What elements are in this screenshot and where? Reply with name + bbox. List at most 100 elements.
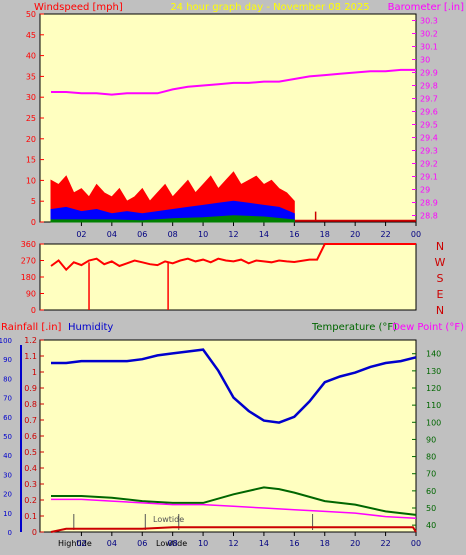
temperature-y-tick-label: 80 — [426, 453, 436, 462]
lower-x-tick-label: 20 — [350, 539, 360, 548]
barometer-y-tick-label: 30.1 — [420, 43, 438, 52]
rain-y-tick-label: 0.6 — [24, 432, 37, 441]
wind-direction-line — [50, 243, 416, 272]
wind-y-tick-label: 40 — [26, 52, 36, 61]
humidity-y-tick-label: 80 — [3, 375, 12, 383]
temperature-y-tick-label: 40 — [426, 521, 436, 530]
dewpoint-line — [51, 498, 417, 520]
lower-x-tick-label: 08 — [168, 539, 178, 548]
rain-y-tick-label: 0.4 — [24, 464, 37, 473]
barometer-y-tick-label: 29.3 — [420, 147, 438, 156]
rain-y-tick-label: 0 — [32, 528, 37, 537]
rain-humidity-temperature-plot-area — [39, 339, 417, 533]
temperature-y-tick-label: 90 — [426, 435, 436, 444]
wind-x-tick-label: 06 — [137, 230, 147, 239]
wind-x-tick-label: 16 — [289, 230, 299, 239]
direction-label-e: E — [437, 288, 444, 301]
wind-y-tick-label: 35 — [26, 72, 36, 81]
tide-label-lowtide-2: Lowtide — [156, 539, 187, 548]
lower-x-tick-label: 22 — [380, 539, 390, 548]
humidity-y-tick-label: 10 — [3, 510, 12, 518]
barometer-y-tick-label: 28.8 — [420, 212, 438, 221]
wind-x-tick-label: 20 — [350, 230, 360, 239]
direction-y-tick-label: 270 — [21, 257, 36, 266]
rainfall-axis-label: Rainfall [.in] — [1, 322, 62, 333]
barometer-y-tick-label: 29.9 — [420, 69, 438, 78]
temperature-line — [51, 486, 417, 516]
wind-y-tick-label: 0 — [31, 218, 36, 227]
humidity-y-tick-label: 70 — [3, 395, 12, 403]
lower-x-tick-label: 04 — [107, 539, 117, 548]
direction-label-s: S — [437, 272, 444, 285]
temperature-y-tick-label: 100 — [426, 418, 441, 427]
wind-y-tick-label: 50 — [26, 10, 36, 19]
direction-y-tick-label: 360 — [21, 240, 36, 249]
lower-x-tick-label: 16 — [289, 539, 299, 548]
temperature-y-tick-label: 50 — [426, 504, 436, 513]
wind-x-tick-label: 22 — [380, 230, 390, 239]
rain-y-tick-label: 0.1 — [24, 512, 37, 521]
graph-title: 24 hour graph day - November 08 2025 — [170, 2, 369, 13]
wind-direction-plot-area — [39, 243, 417, 311]
humidity-y-tick-label: 40 — [3, 452, 12, 460]
direction-y-tick-label: 180 — [21, 273, 36, 282]
barometer-y-tick-label: 29.7 — [420, 95, 438, 104]
wind-x-tick-label: 02 — [76, 230, 86, 239]
temperature-y-tick-label: 130 — [426, 367, 441, 376]
humidity-y-tick-label: 30 — [3, 471, 12, 479]
rain-y-tick-label: 0.5 — [24, 448, 37, 457]
wind-x-tick-label: 10 — [198, 230, 208, 239]
humidity-y-tick-label: 100 — [0, 337, 12, 345]
temperature-axis-label: Temperature (°F) — [311, 322, 397, 333]
humidity-y-tick-label: 0 — [8, 529, 12, 537]
wind-x-tick-label: 04 — [107, 230, 117, 239]
barometer-y-tick-label: 29.4 — [420, 134, 438, 143]
wind-low-area — [50, 215, 295, 223]
barometer-y-tick-label: 29.8 — [420, 82, 438, 91]
rain-y-tick-label: 0.9 — [24, 384, 37, 393]
humidity-y-tick-label: 20 — [3, 491, 12, 499]
tick-label-layer: 0510152025303540455028.828.92929.129.229… — [0, 10, 441, 548]
wind-x-tick-label: 08 — [168, 230, 178, 239]
rain-y-tick-label: 0.2 — [24, 496, 37, 505]
barometer-y-tick-label: 29 — [420, 186, 430, 195]
direction-y-tick-label: 90 — [26, 290, 36, 299]
barometer-y-tick-label: 29.5 — [420, 121, 438, 130]
wind-y-tick-label: 45 — [26, 31, 36, 40]
rain-y-tick-label: 0.7 — [24, 416, 37, 425]
rainfall-line — [50, 526, 417, 533]
barometer-y-tick-label: 28.9 — [420, 199, 438, 208]
lower-x-tick-label: 14 — [259, 539, 269, 548]
rain-y-tick-label: 1.1 — [24, 352, 37, 361]
rain-y-tick-label: 0.3 — [24, 480, 37, 489]
direction-label-n-bottom: N — [436, 304, 444, 317]
wind-y-tick-label: 20 — [26, 135, 36, 144]
barometer-y-tick-label: 29.2 — [420, 160, 438, 169]
barometer-axis-label: Barometer [.in] — [388, 2, 464, 13]
humidity-y-tick-label: 90 — [3, 356, 12, 364]
wind-x-tick-label: 12 — [228, 230, 238, 239]
barometer-y-tick-label: 30 — [420, 56, 430, 65]
barometer-y-tick-label: 29.6 — [420, 108, 438, 117]
dewpoint-axis-label: Dew Point (°F) — [392, 322, 464, 333]
temperature-y-tick-label: 110 — [426, 401, 441, 410]
direction-label-n-top: N — [436, 240, 444, 253]
barometer-line — [51, 68, 416, 96]
barometer-y-tick-label: 29.1 — [420, 173, 438, 182]
direction-y-tick-label: 0 — [31, 306, 36, 315]
grid-layer — [40, 13, 417, 536]
lower-x-tick-label: 06 — [137, 539, 147, 548]
humidity-y-tick-label: 50 — [3, 433, 12, 441]
direction-label-w: W — [435, 256, 446, 269]
humidity-axis-label: Humidity — [68, 322, 113, 333]
lower-x-tick-label: 02 — [76, 539, 86, 548]
wind-x-tick-label: 18 — [320, 230, 330, 239]
wind-y-tick-label: 15 — [26, 156, 36, 165]
barometer-y-tick-label: 30.3 — [420, 17, 438, 26]
temperature-y-tick-label: 60 — [426, 487, 436, 496]
temperature-y-tick-label: 120 — [426, 384, 441, 393]
wind-y-tick-label: 10 — [26, 176, 36, 185]
lower-x-tick-label: 12 — [228, 539, 238, 548]
